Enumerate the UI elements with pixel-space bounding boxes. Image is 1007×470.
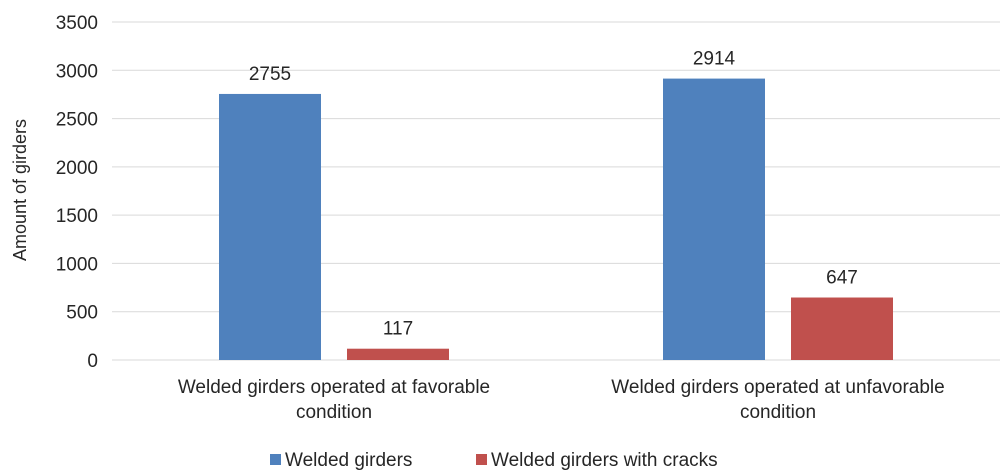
data-label: 647: [826, 268, 858, 289]
y-tick-label: 2000: [56, 158, 98, 179]
y-tick-label: 2500: [56, 110, 98, 131]
x-category-label: Welded girders operated at favorable: [178, 377, 490, 398]
legend: Welded girders Welded girders with cracks: [270, 450, 718, 470]
data-label: 2914: [693, 49, 736, 70]
x-category-label: Welded girders operated at unfavorable: [611, 377, 944, 398]
legend-label: Welded girders: [285, 450, 412, 470]
x-category-label: condition: [740, 402, 816, 423]
x-axis-categories: Welded girders operated at favorable cond…: [178, 377, 945, 423]
legend-swatch: [476, 454, 487, 465]
x-category-label: condition: [296, 402, 372, 423]
y-axis-title: Amount of girders: [10, 119, 30, 261]
bar: [219, 93, 321, 361]
y-axis-ticks: 0 500 1000 1500 2000 2500 3000 3500: [56, 13, 98, 372]
y-tick-label: 1500: [56, 206, 98, 227]
data-label: 117: [383, 319, 413, 340]
legend-swatch: [270, 454, 281, 465]
bar: [663, 78, 765, 361]
bar: [347, 348, 449, 360]
data-labels: 2755 117 2914 647: [249, 49, 858, 340]
bars: [219, 78, 893, 361]
y-tick-label: 0: [87, 351, 98, 372]
bar: [791, 297, 893, 360]
y-tick-label: 1000: [56, 254, 98, 275]
legend-label: Welded girders with cracks: [491, 450, 718, 470]
data-label: 2755: [249, 64, 291, 85]
y-tick-label: 3000: [56, 61, 98, 82]
y-tick-label: 500: [66, 303, 98, 324]
y-tick-label: 3500: [56, 13, 98, 34]
